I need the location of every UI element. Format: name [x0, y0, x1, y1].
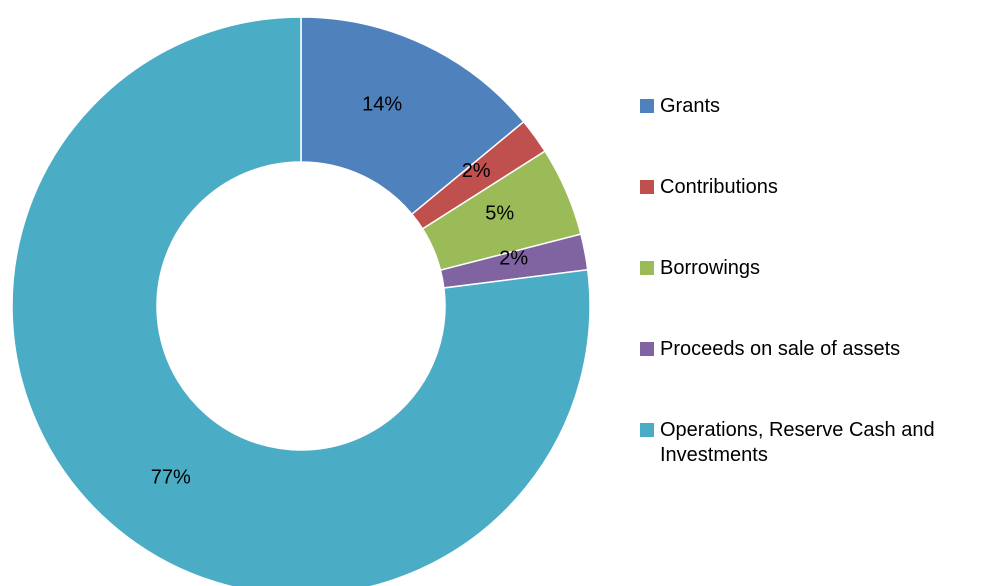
- doughnut-chart: 14% 2% 5% 2% 77%: [11, 16, 591, 586]
- legend-item-5: Operations, Reserve Cash and Investments: [640, 418, 985, 468]
- data-label-5: 77%: [151, 467, 191, 489]
- data-label-4: 2%: [499, 248, 528, 270]
- legend-label: Borrowings: [660, 257, 761, 279]
- legend-item-3: Borrowings: [640, 256, 985, 281]
- legend-item-1: Grants: [640, 94, 985, 119]
- legend-label: Proceeds on sale of assets: [660, 338, 901, 360]
- legend-label: Contributions: [660, 176, 778, 198]
- legend-swatch: [640, 261, 654, 275]
- doughnut-slice-1: [300, 16, 525, 216]
- doughnut-slice-5: [11, 16, 591, 586]
- legend-swatch: [640, 423, 654, 437]
- legend-label: Grants: [660, 95, 721, 117]
- data-label-1: 14%: [362, 93, 402, 115]
- legend-swatch: [640, 99, 654, 113]
- data-label-2: 2%: [462, 160, 491, 182]
- legend-item-4: Proceeds on sale of assets: [640, 337, 985, 362]
- legend-swatch: [640, 180, 654, 194]
- legend-item-2: Contributions: [640, 175, 985, 200]
- legend-swatch: [640, 342, 654, 356]
- legend-label: Operations, Reserve Cash and Investments: [660, 419, 935, 466]
- data-label-3: 5%: [485, 202, 514, 224]
